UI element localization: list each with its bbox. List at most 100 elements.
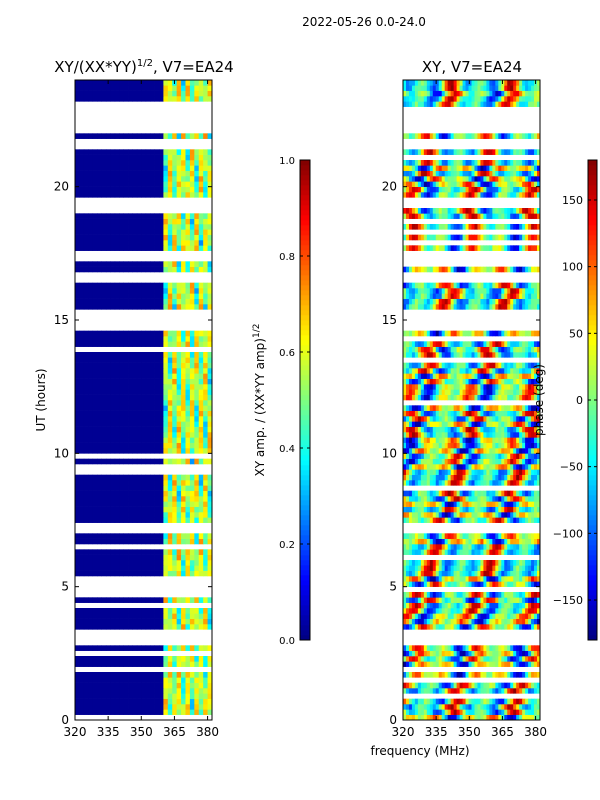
heatmap-cell: [534, 405, 538, 411]
heatmap-cell: [459, 394, 463, 401]
heatmap-cell: [75, 357, 80, 363]
heatmap-cell: [531, 714, 535, 721]
heatmap-cell: [207, 90, 213, 97]
heatmap-cell: [75, 293, 80, 299]
heatmap-cell: [456, 656, 460, 662]
heatmap-cell: [128, 448, 133, 454]
heatmap-cell: [203, 224, 208, 230]
heatmap-cell: [110, 506, 116, 513]
heatmap-cell: [459, 405, 463, 411]
heatmap-cell: [167, 293, 173, 299]
heatmap-cell: [480, 437, 484, 443]
heatmap-cell: [516, 480, 520, 486]
heatmap-cell: [88, 490, 94, 497]
heatmap-cell: [114, 709, 120, 715]
heatmap-cell: [75, 224, 80, 230]
heatmap-cell: [198, 384, 204, 390]
heatmap-cell: [459, 565, 463, 571]
heatmap-cell: [105, 149, 111, 155]
heatmap-cell: [189, 597, 195, 603]
heatmap-cell: [132, 437, 138, 443]
heatmap-cell: [507, 416, 511, 422]
heatmap-cell: [423, 432, 428, 438]
heatmap-cell: [198, 565, 204, 571]
heatmap-cell: [516, 650, 520, 657]
heatmap-cell: [528, 426, 532, 433]
heatmap-cell: [441, 432, 446, 438]
heatmap-cell: [435, 517, 440, 523]
heatmap-cell: [123, 506, 129, 513]
heatmap-cell: [163, 624, 169, 630]
heatmap-cell: [486, 474, 490, 481]
heatmap-cell: [489, 650, 493, 657]
heatmap-cell: [403, 613, 407, 619]
heatmap-cell: [88, 160, 94, 166]
heatmap-cell: [403, 448, 407, 454]
heatmap-cell: [154, 410, 160, 417]
heatmap-cell: [150, 261, 155, 267]
heatmap-cell: [525, 490, 529, 497]
heatmap-cell: [194, 490, 200, 497]
heatmap-cell: [194, 330, 200, 337]
heatmap-cell: [105, 192, 111, 198]
heatmap-cell: [167, 437, 173, 443]
heatmap-cell: [114, 448, 120, 454]
heatmap-cell: [114, 352, 120, 358]
heatmap-cell: [513, 613, 517, 619]
heatmap-cell: [207, 693, 213, 699]
heatmap-cell: [438, 608, 443, 614]
heatmap-cell: [189, 357, 195, 363]
heatmap-cell: [172, 426, 178, 433]
heatmap-cell: [510, 458, 514, 465]
heatmap-cell: [150, 458, 155, 465]
heatmap-cell: [105, 186, 111, 193]
heatmap-cell: [92, 357, 98, 363]
heatmap-cell: [167, 688, 173, 694]
amplitude-colorbar-ticks: 0.00.20.40.60.81.0: [279, 156, 310, 647]
heatmap-cell: [194, 416, 200, 422]
heatmap-cell: [534, 592, 538, 598]
heatmap-cell: [154, 373, 160, 379]
heatmap-cell: [141, 218, 147, 225]
heatmap-cell: [519, 474, 523, 481]
heatmap-cell: [123, 554, 129, 561]
heatmap-cell: [489, 469, 493, 475]
heatmap-cell: [79, 160, 85, 166]
heatmap-cell: [105, 234, 111, 241]
heatmap-cell: [114, 704, 120, 710]
heatmap-cell: [498, 592, 502, 598]
heatmap-cell: [408, 469, 413, 475]
heatmap-cell: [207, 613, 213, 619]
heatmap-cell: [123, 485, 129, 491]
heatmap-cell: [141, 426, 147, 433]
heatmap-cell: [75, 261, 80, 267]
heatmap-cell: [128, 400, 133, 406]
heatmap-cell: [471, 624, 475, 630]
heatmap-cell: [462, 672, 466, 678]
heatmap-cell: [123, 336, 129, 342]
heatmap-cell: [468, 650, 472, 657]
heatmap-cell: [189, 512, 195, 518]
heatmap-cell: [176, 224, 182, 230]
heatmap-cell: [114, 538, 120, 545]
heatmap-cell: [537, 608, 541, 614]
heatmap-cell: [132, 394, 138, 401]
heatmap-cell: [185, 570, 191, 577]
heatmap-cell: [531, 442, 535, 449]
heatmap-cell: [154, 405, 160, 411]
heatmap-cell: [486, 661, 490, 667]
heatmap-cell: [154, 698, 160, 705]
heatmap-cell: [414, 453, 419, 459]
heatmap-cell: [189, 336, 195, 342]
heatmap-cell: [534, 645, 538, 651]
heatmap-cell: [513, 442, 517, 449]
heatmap-cell: [480, 613, 484, 619]
heatmap-cell: [417, 560, 422, 566]
heatmap-cell: [516, 709, 520, 715]
heatmap-cell: [141, 165, 147, 171]
heatmap-cell: [489, 426, 493, 433]
heatmap-cell: [498, 512, 502, 518]
heatmap-cell: [519, 645, 523, 651]
heatmap-cell: [88, 570, 94, 577]
heatmap-cell: [414, 592, 419, 598]
